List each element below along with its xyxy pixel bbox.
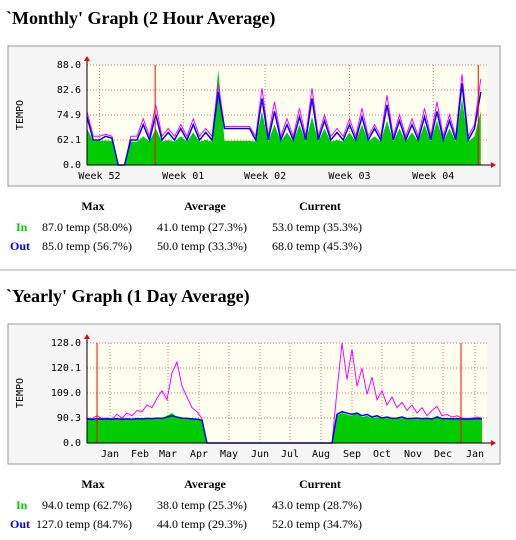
x-tick-label: Aug <box>312 449 330 460</box>
stat-value: 50.0 temp (33.3%) <box>157 239 247 253</box>
out-line <box>86 83 482 166</box>
y-arrow <box>84 334 90 339</box>
y-axis-label: TEMPO <box>15 378 26 408</box>
y-tick-label: 120.1 <box>51 363 81 374</box>
y-tick-label: 74.9 <box>57 110 81 121</box>
section-title: `Yearly' Graph (1 Day Average) <box>6 286 250 307</box>
x-tick-label: Jul <box>281 449 299 460</box>
x-tick-label: Week 02 <box>244 171 286 182</box>
column-header: Current <box>299 199 341 213</box>
x-tick-label: Nov <box>404 449 422 460</box>
in-area <box>87 413 482 443</box>
x-tick-label: Mar <box>159 449 177 460</box>
row-label: Out <box>10 517 30 531</box>
x-tick-label: Week 04 <box>412 171 454 182</box>
column-header: Current <box>299 477 341 491</box>
y-tick-label: 0.0 <box>63 160 81 171</box>
x-tick-label: Jun <box>251 449 269 460</box>
y-tick-label: 82.6 <box>57 85 81 96</box>
column-header: Average <box>184 477 226 491</box>
x-tick-label: May <box>220 449 238 460</box>
y-arrow <box>84 56 90 61</box>
stat-value: 43.0 temp (28.7%) <box>272 498 362 512</box>
x-tick-label: Oct <box>373 449 391 460</box>
x-tick-label: Week 01 <box>162 171 204 182</box>
x-tick-label: Week 52 <box>78 171 120 182</box>
y-tick-label: 62.1 <box>57 135 81 146</box>
x-tick-label: Week 03 <box>328 171 370 182</box>
y-tick-label: 109.0 <box>51 388 81 399</box>
column-header: Average <box>184 199 226 213</box>
y-tick-label: 90.3 <box>57 413 81 424</box>
y-tick-label: 0.0 <box>63 438 81 449</box>
max-line <box>86 74 482 166</box>
stat-value: 53.0 temp (35.3%) <box>272 220 362 234</box>
stat-value: 87.0 temp (58.0%) <box>42 220 132 234</box>
in-area <box>87 69 481 165</box>
stat-value: 85.0 temp (56.7%) <box>42 239 132 253</box>
y-tick-label: 88.0 <box>57 60 81 71</box>
x-tick-label: Apr <box>190 449 208 460</box>
y-tick-label: 128.0 <box>51 338 81 349</box>
x-tick-label: Sep <box>343 449 361 460</box>
stat-value: 127.0 temp (84.7%) <box>36 517 132 531</box>
x-tick-label: Dec <box>434 449 452 460</box>
x-arrow <box>491 440 496 446</box>
y-axis-label: TEMPO <box>15 100 26 130</box>
section-title: `Monthly' Graph (2 Hour Average) <box>6 8 275 29</box>
stat-value: 68.0 temp (45.3%) <box>272 239 362 253</box>
stat-value: 41.0 temp (27.3%) <box>157 220 247 234</box>
stat-value: 38.0 temp (25.3%) <box>157 498 247 512</box>
stat-value: 94.0 temp (62.7%) <box>42 498 132 512</box>
x-arrow <box>491 162 496 168</box>
row-label: In <box>16 220 28 234</box>
column-header: Max <box>81 477 104 491</box>
stat-value: 52.0 temp (34.7%) <box>272 517 362 531</box>
x-tick-label: Jan <box>101 449 119 460</box>
column-header: Max <box>81 199 104 213</box>
stat-value: 44.0 temp (29.3%) <box>157 517 247 531</box>
row-label: Out <box>10 239 30 253</box>
row-label: In <box>16 498 28 512</box>
x-tick-label: Jan <box>466 449 484 460</box>
x-tick-label: Feb <box>131 449 149 460</box>
